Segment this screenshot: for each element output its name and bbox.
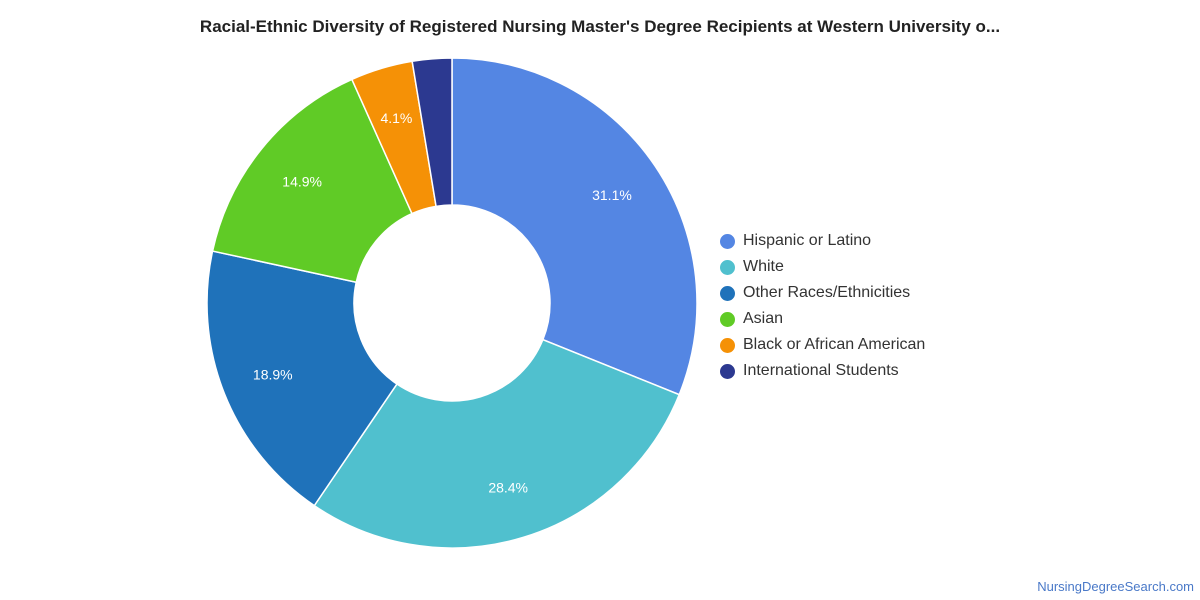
legend-swatch (720, 311, 735, 327)
legend-label: Other Races/Ethnicities (743, 284, 911, 301)
chart-legend: Hispanic or Latino White Other Races/Eth… (720, 228, 925, 384)
legend-item-other-races[interactable]: Other Races/Ethnicities (720, 280, 925, 306)
legend-label: White (743, 258, 784, 275)
legend-item-white[interactable]: White (720, 254, 925, 280)
legend-swatch (720, 233, 735, 249)
legend-item-international-students[interactable]: International Students (720, 358, 925, 384)
source-link[interactable]: NursingDegreeSearch.com (1037, 579, 1194, 594)
slice-data-label: 28.4% (488, 480, 528, 496)
legend-swatch (720, 259, 735, 275)
legend-item-hispanic-or-latino[interactable]: Hispanic or Latino (720, 228, 925, 254)
slice-international-students[interactable] (411, 57, 453, 208)
slice-asian[interactable] (211, 78, 413, 284)
legend-swatch (720, 337, 735, 353)
slice-data-label: 14.9% (282, 173, 322, 189)
slice-other-races-ethnicities[interactable] (206, 250, 398, 507)
legend-swatch (720, 285, 735, 301)
legend-label: Hispanic or Latino (743, 232, 872, 249)
legend-label: Asian (743, 310, 784, 327)
legend-item-asian[interactable]: Asian (720, 306, 925, 332)
legend-item-black-or-african-american[interactable]: Black or African American (720, 332, 925, 358)
slice-data-label: 4.1% (380, 110, 412, 126)
slice-data-label: 18.9% (253, 367, 293, 383)
slice-hispanic-or-latino[interactable] (451, 57, 698, 396)
chart-title: Racial-Ethnic Diversity of Registered Nu… (199, 17, 1001, 36)
legend-label: International Students (743, 362, 899, 379)
legend-swatch (720, 363, 735, 379)
slice-white[interactable] (313, 338, 681, 549)
slice-data-label: 31.1% (592, 187, 632, 203)
legend-label: Black or African American (743, 336, 926, 353)
